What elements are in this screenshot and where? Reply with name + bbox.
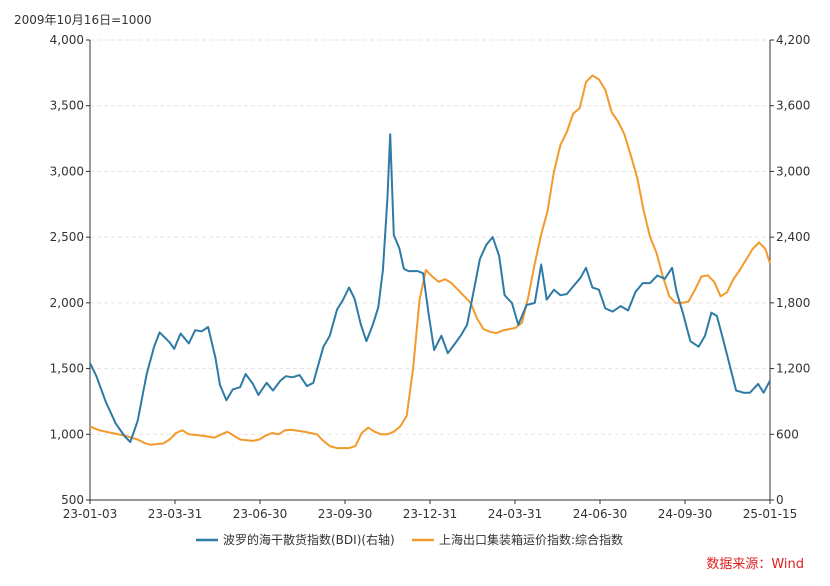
axes — [89, 40, 771, 501]
y-right-tick-label: 1,800 — [776, 296, 810, 310]
y-left-tick-label: 3,000 — [50, 164, 84, 178]
y-left-tick-label: 2,000 — [50, 296, 84, 310]
series-line-bdi — [89, 133, 771, 443]
y-right-tick-label: 600 — [776, 427, 799, 441]
legend-item-bdi-label: 波罗的海干散货指数(BDI)(右轴) — [223, 532, 395, 547]
y-right-tick-label: 2,400 — [776, 230, 810, 244]
gridlines — [90, 39, 770, 435]
x-tick-label: 23-06-30 — [233, 507, 287, 521]
x-tick-label: 25-01-15 — [743, 507, 797, 521]
x-tick-label: 23-12-31 — [403, 507, 457, 521]
x-axis-ticks: 23-01-03 23-03-31 23-06-30 23-09-30 23-12-31… — [63, 500, 797, 521]
y-left-tick-label: 1,500 — [50, 362, 84, 376]
x-tick-label: 24-09-30 — [658, 507, 712, 521]
x-tick-label: 24-06-30 — [573, 507, 627, 521]
y-left-tick-label: 3,500 — [50, 99, 84, 113]
legend: 波罗的海干散货指数(BDI)(右轴) 上海出口集装箱运价指数:综合指数 — [196, 532, 623, 547]
y-unit-label: 2009年10月16日=1000 — [14, 13, 152, 27]
x-tick-label: 23-03-31 — [148, 507, 202, 521]
y-left-tick-label: 4,000 — [50, 33, 84, 47]
x-tick-label: 23-01-03 — [63, 507, 117, 521]
source-note: 数据来源：Wind — [706, 557, 804, 572]
y-right-tick-label: 4,200 — [776, 33, 810, 47]
y-left-tick-label: 500 — [61, 493, 84, 507]
y-axis-left-ticks: 500 1,000 1,500 2,000 2,500 3,000 3,500 4,000 — [50, 33, 90, 507]
y-left-tick-label: 1,000 — [50, 427, 84, 441]
x-tick-label: 23-09-30 — [318, 507, 372, 521]
x-tick-label: 24-03-31 — [488, 507, 542, 521]
series-lines — [89, 74, 771, 450]
y-right-tick-label: 3,600 — [776, 99, 810, 113]
legend-item-scfi-label: 上海出口集装箱运价指数:综合指数 — [439, 532, 623, 547]
y-left-tick-label: 2,500 — [50, 230, 84, 244]
y-axis-right-ticks: 0 600 1,200 1,800 2,400 3,000 3,600 4,200 — [770, 33, 810, 507]
y-right-tick-label: 1,200 — [776, 362, 810, 376]
y-right-tick-label: 3,000 — [776, 164, 810, 178]
y-right-tick-label: 0 — [776, 493, 784, 507]
series-line-scfi — [89, 74, 771, 450]
